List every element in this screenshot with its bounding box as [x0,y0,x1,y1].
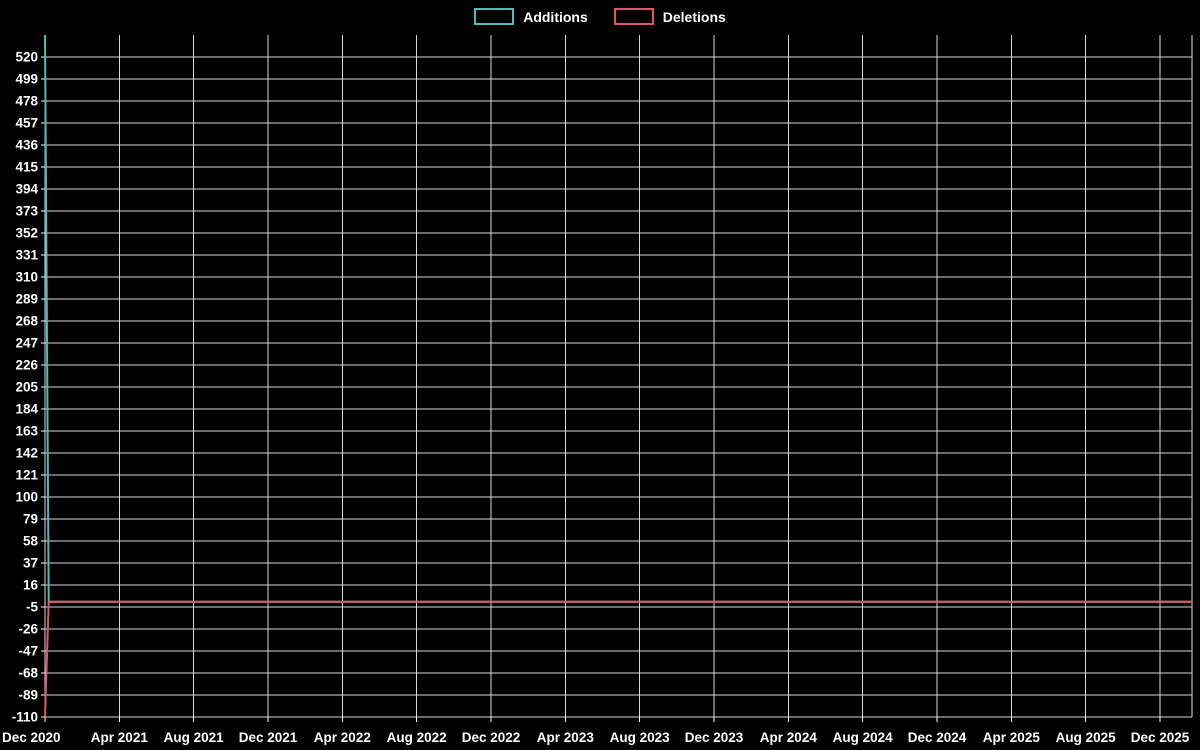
y-tick-label: -5 [26,600,38,615]
y-tick-label: 100 [15,490,38,505]
y-tick-label: 163 [15,424,38,439]
y-tick-label: 373 [15,204,38,219]
x-tick-label: Apr 2023 [537,730,595,745]
y-tick-label: 394 [15,182,38,197]
x-tick-label: Aug 2025 [1056,730,1117,745]
x-tick-label: Aug 2023 [610,730,671,745]
y-tick-label: -68 [18,666,38,681]
y-tick-label: 205 [15,380,38,395]
x-tick-label: Dec 2024 [908,730,967,745]
y-tick-label: 37 [23,556,38,571]
y-tick-label: -26 [18,622,38,637]
y-tick-label: 520 [15,50,38,65]
y-tick-label: -89 [18,688,38,703]
x-tick-label: Apr 2021 [91,730,149,745]
y-tick-label: 331 [15,248,38,263]
x-tick-label: Dec 2022 [462,730,521,745]
y-tick-label: 436 [15,138,38,153]
y-tick-label: 16 [23,578,39,593]
y-tick-label: 184 [15,402,38,417]
y-tick-label: -47 [18,644,38,659]
x-tick-label: Aug 2024 [833,730,894,745]
y-tick-label: 79 [23,512,38,527]
y-tick-label: 478 [15,94,38,109]
x-tick-label: Dec 2023 [685,730,744,745]
y-tick-label: 142 [15,446,38,461]
x-tick-label: Aug 2021 [164,730,225,745]
x-tick-label: Dec 2021 [239,730,298,745]
x-tick-label: Aug 2022 [387,730,447,745]
x-tick-label: Apr 2022 [314,730,371,745]
x-tick-label: Apr 2025 [983,730,1041,745]
x-tick-label: Apr 2024 [760,730,818,745]
series-line-additions [44,34,1192,603]
y-tick-label: 268 [15,314,38,329]
y-tick-label: 289 [15,292,38,307]
x-tick-label: Dec 2020 [2,730,61,745]
series-line-deletions [44,600,1192,718]
x-tick-label: Dec 2025 [1131,730,1190,745]
y-tick-label: 499 [15,72,38,87]
y-tick-label: 247 [15,336,38,351]
y-tick-label: 310 [15,270,38,285]
y-tick-label: 457 [15,116,38,131]
y-tick-label: 226 [15,358,38,373]
y-tick-label: 415 [15,160,38,175]
y-tick-label: 58 [23,534,39,549]
y-tick-label: 121 [15,468,38,483]
y-tick-label: -110 [12,710,38,725]
y-tick-label: 352 [15,226,38,241]
